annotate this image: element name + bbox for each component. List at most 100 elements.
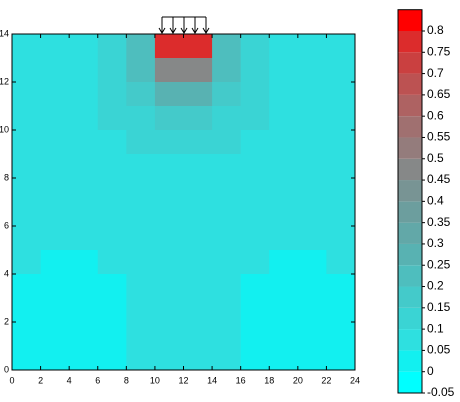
cell bbox=[269, 346, 299, 371]
cell bbox=[240, 130, 270, 155]
cell bbox=[212, 322, 242, 347]
cell bbox=[40, 322, 70, 347]
x-tick-label: 8 bbox=[124, 375, 129, 385]
colorbar-box bbox=[398, 243, 422, 266]
colorbar-label: 0.3 bbox=[427, 236, 444, 250]
cell bbox=[297, 82, 327, 107]
cell bbox=[154, 298, 184, 323]
cell bbox=[240, 274, 270, 299]
colorbar-label: 0.75 bbox=[427, 44, 451, 58]
cell bbox=[326, 202, 356, 227]
cell bbox=[12, 130, 42, 155]
cell bbox=[69, 274, 99, 299]
cell bbox=[126, 154, 156, 179]
x-tick-label: 16 bbox=[236, 375, 246, 385]
cell bbox=[326, 226, 356, 251]
cell bbox=[154, 130, 184, 155]
arrow bbox=[202, 17, 210, 34]
cell bbox=[269, 202, 299, 227]
colorbar-label: 0.55 bbox=[427, 130, 451, 144]
cell bbox=[240, 202, 270, 227]
x-tick-label: 0 bbox=[9, 375, 14, 385]
cell bbox=[12, 322, 42, 347]
x-tick-label: 6 bbox=[95, 375, 100, 385]
cell bbox=[212, 82, 242, 107]
cell bbox=[183, 298, 213, 323]
contour-field bbox=[12, 34, 356, 371]
colorbar-label: 0.45 bbox=[427, 172, 451, 186]
cell bbox=[154, 322, 184, 347]
cell bbox=[40, 106, 70, 131]
cell bbox=[12, 58, 42, 83]
colorbar-label: 0.5 bbox=[427, 151, 444, 165]
colorbar-label: 0.7 bbox=[427, 66, 444, 80]
cell bbox=[183, 274, 213, 299]
y-tick-label: 0 bbox=[4, 364, 9, 374]
cell bbox=[269, 298, 299, 323]
cell bbox=[212, 298, 242, 323]
cell bbox=[269, 82, 299, 107]
cell bbox=[212, 34, 242, 59]
cell bbox=[183, 250, 213, 275]
cell bbox=[269, 34, 299, 59]
cell bbox=[97, 58, 127, 83]
cell bbox=[183, 130, 213, 155]
cell bbox=[326, 82, 356, 107]
cell bbox=[12, 178, 42, 203]
cell bbox=[40, 346, 70, 371]
cell bbox=[212, 226, 242, 251]
cell bbox=[326, 130, 356, 155]
cell bbox=[126, 226, 156, 251]
cell bbox=[69, 202, 99, 227]
cell bbox=[40, 178, 70, 203]
cell bbox=[126, 346, 156, 371]
cell bbox=[297, 106, 327, 131]
x-tick-label: 22 bbox=[321, 375, 331, 385]
cell bbox=[126, 106, 156, 131]
cell bbox=[40, 274, 70, 299]
cell bbox=[183, 106, 213, 131]
y-tick-label: 8 bbox=[4, 172, 9, 182]
colorbar-label: 0 bbox=[427, 364, 434, 378]
colorbar-box bbox=[398, 286, 422, 308]
cell bbox=[212, 274, 242, 299]
x-tick-label: 18 bbox=[264, 375, 274, 385]
arrow bbox=[180, 17, 188, 34]
cell bbox=[154, 226, 184, 251]
cell bbox=[269, 274, 299, 299]
y-tick-label: 2 bbox=[4, 316, 9, 326]
cell bbox=[97, 106, 127, 131]
cell bbox=[297, 154, 327, 179]
load-arrows bbox=[158, 16, 210, 34]
colorbar-label: 0.15 bbox=[427, 300, 451, 314]
cell bbox=[40, 130, 70, 155]
colorbar-box bbox=[398, 158, 422, 181]
colorbar-box bbox=[398, 52, 422, 74]
cell bbox=[97, 178, 127, 203]
y-tick-label: 14 bbox=[0, 28, 9, 38]
cell bbox=[126, 274, 156, 299]
cell bbox=[40, 82, 70, 107]
arrow bbox=[158, 17, 166, 34]
cell bbox=[269, 322, 299, 347]
cell bbox=[212, 250, 242, 275]
cell bbox=[326, 154, 356, 179]
cell bbox=[40, 226, 70, 251]
cell bbox=[12, 34, 42, 59]
colorbar-box bbox=[398, 307, 422, 330]
cell bbox=[97, 202, 127, 227]
cell bbox=[69, 250, 99, 275]
cell bbox=[12, 106, 42, 131]
cell bbox=[97, 346, 127, 371]
colorbar-box bbox=[398, 73, 422, 95]
cell bbox=[12, 298, 42, 323]
cell bbox=[240, 346, 270, 371]
cell bbox=[40, 202, 70, 227]
cell bbox=[183, 178, 213, 203]
cell bbox=[40, 154, 70, 179]
colorbar-box bbox=[398, 30, 422, 53]
cell bbox=[297, 58, 327, 83]
cell bbox=[240, 178, 270, 203]
